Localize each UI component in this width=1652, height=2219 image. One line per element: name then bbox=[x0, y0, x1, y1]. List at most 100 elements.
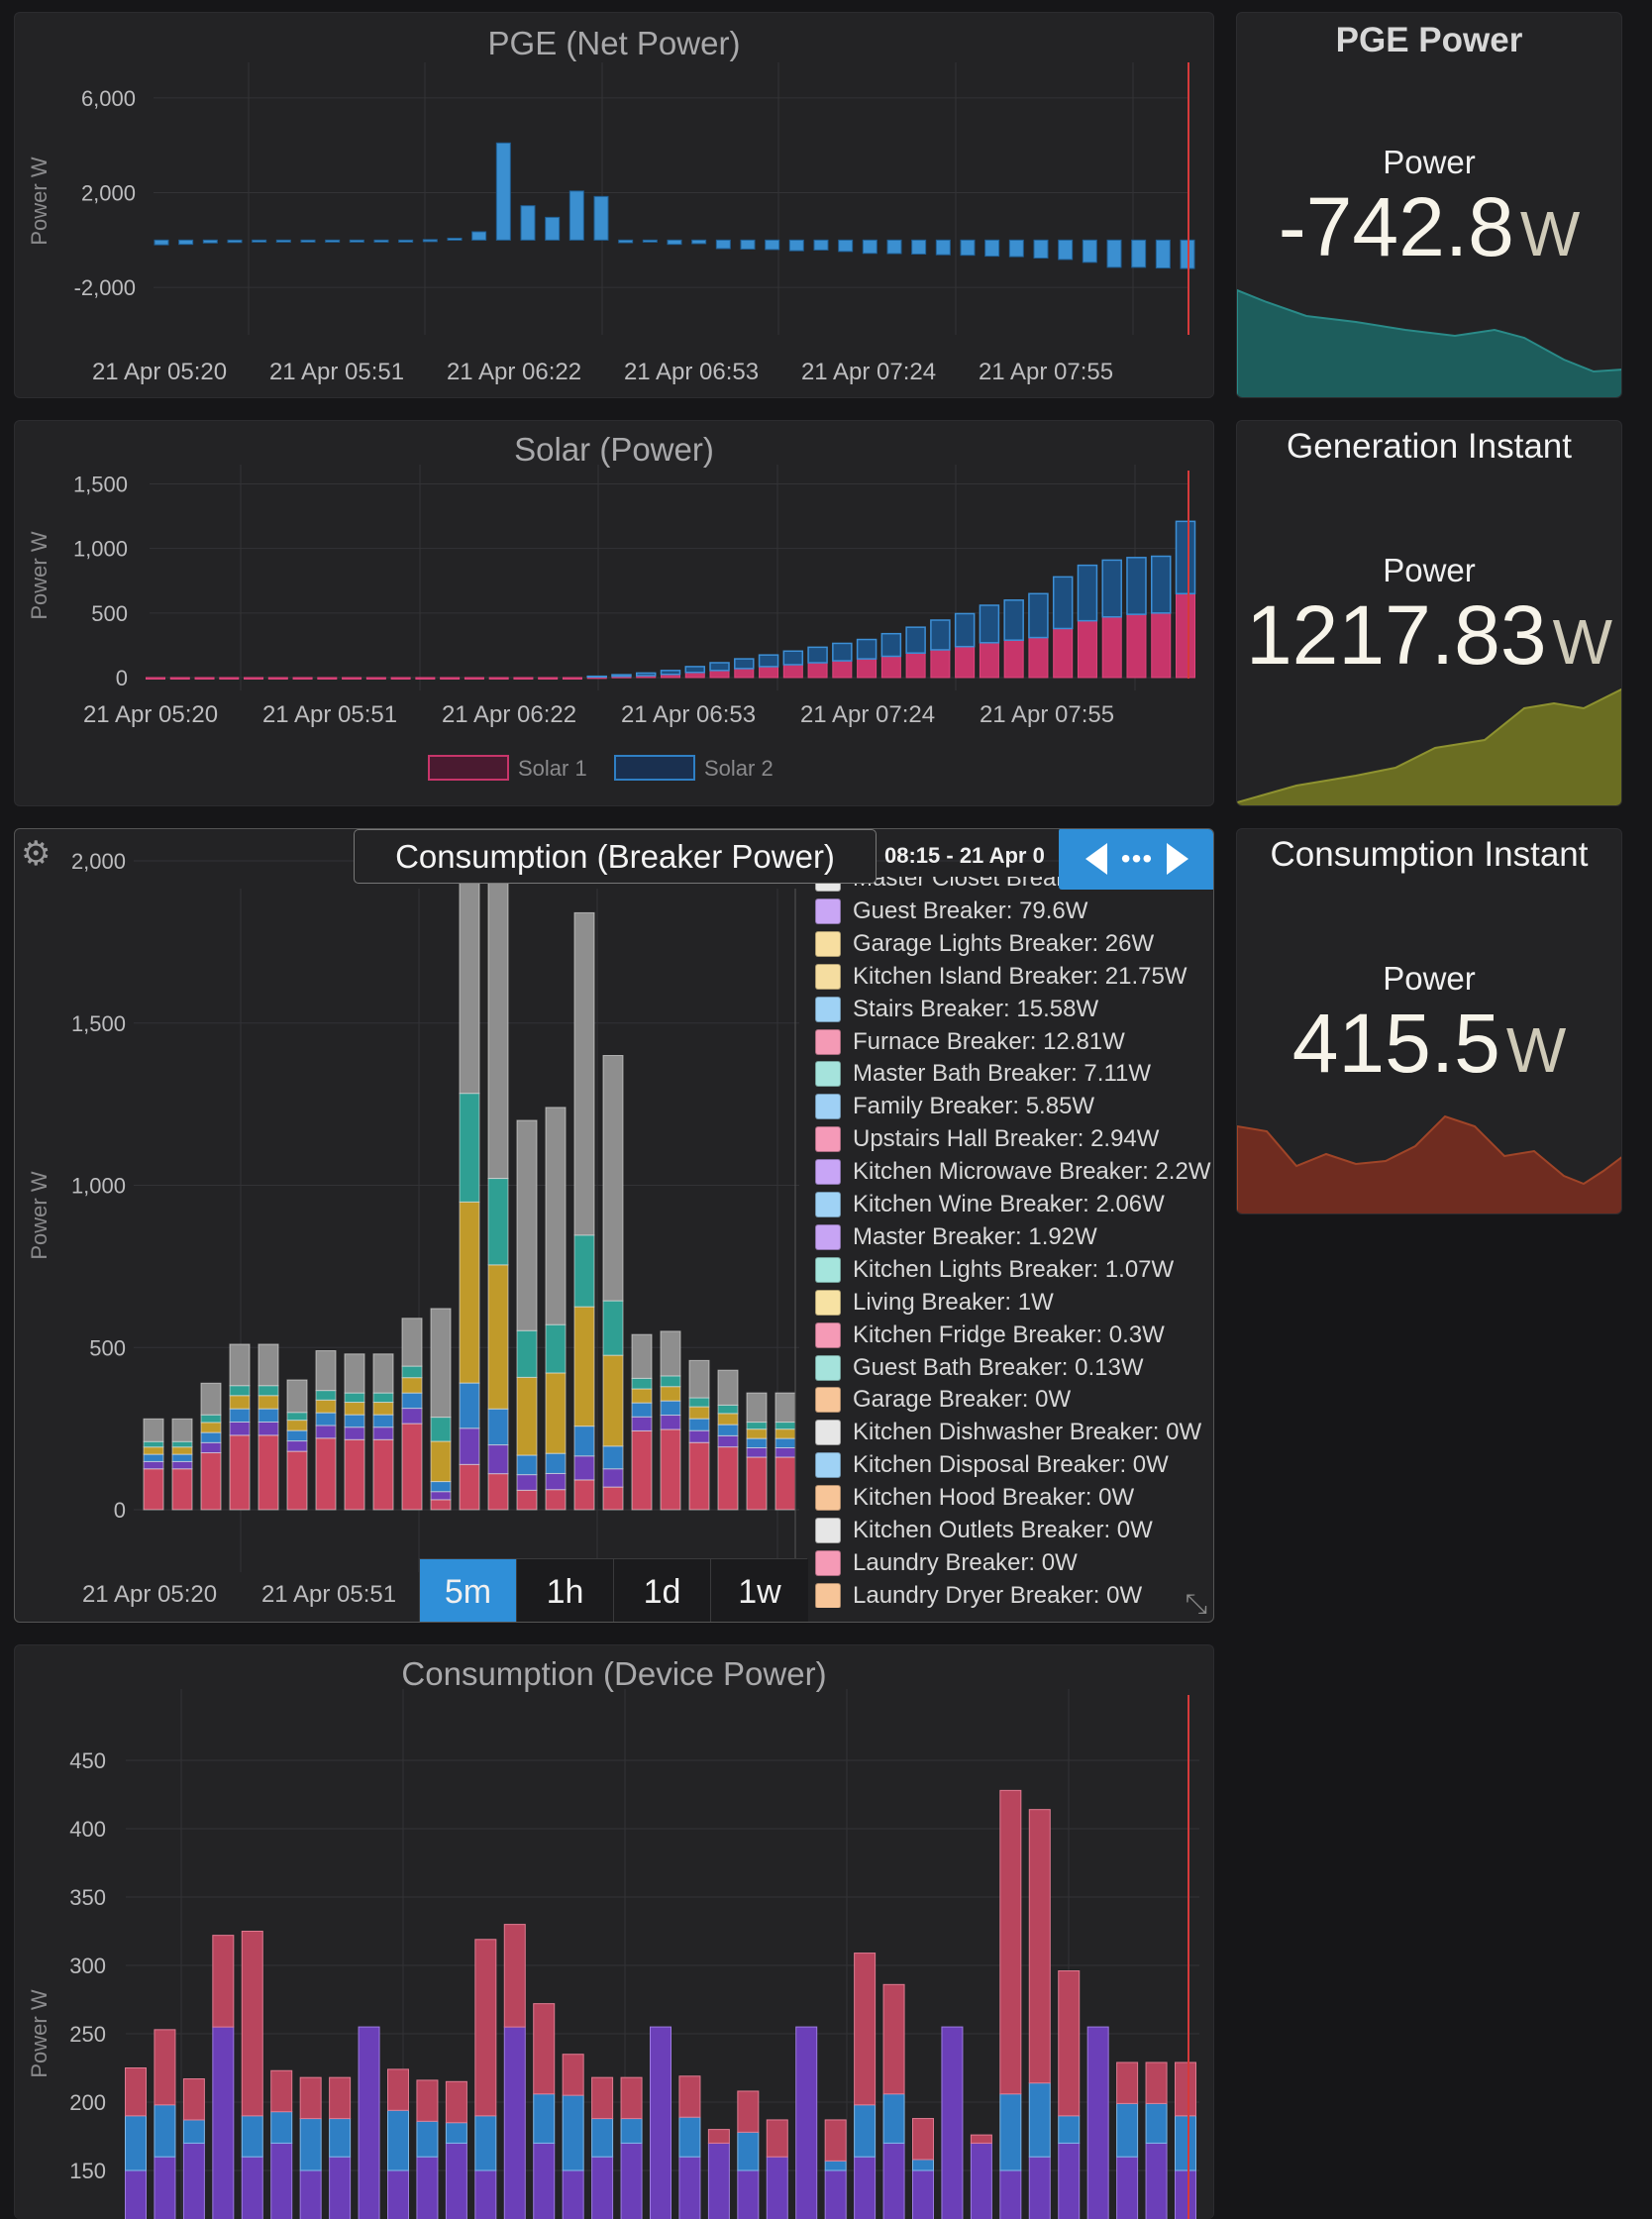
breaker-bar-segment bbox=[545, 1323, 567, 1374]
legend-item[interactable]: Kitchen Island Breaker: 21.75W bbox=[815, 961, 1187, 993]
breaker-bar-segment bbox=[258, 1434, 279, 1511]
legend-item[interactable]: Kitchen Hood Breaker: 0W bbox=[815, 1482, 1134, 1514]
breaker-bar-segment bbox=[660, 1400, 681, 1417]
device-bar-segment bbox=[795, 2026, 818, 2219]
device-bar-segment bbox=[1145, 2102, 1168, 2144]
pge-chart[interactable]: 6,000 2,000 -2,000 Power W 21 Apr 05:20 21 Ap… bbox=[15, 13, 1214, 398]
range-5m-button[interactable]: 5m bbox=[420, 1559, 517, 1622]
breaker-bar-segment bbox=[573, 1234, 595, 1308]
device-chart[interactable]: 450400350300250200150100Power W bbox=[15, 1645, 1214, 2219]
breaker-bar-segment bbox=[143, 1468, 164, 1511]
x-tick-label: 21 Apr 06:22 bbox=[442, 701, 576, 728]
legend-item[interactable]: Master Breaker: 1.92W bbox=[815, 1221, 1097, 1253]
legend-solar2-label: Solar 2 bbox=[704, 756, 774, 781]
legend-item[interactable]: Master Bath Breaker: 7.11W bbox=[815, 1058, 1151, 1090]
breaker-bar-segment bbox=[286, 1379, 308, 1414]
legend-item[interactable]: Kitchen Dishwasher Breaker: 0W bbox=[815, 1417, 1201, 1448]
resize-handle-icon[interactable]: ⤡ bbox=[1185, 1588, 1207, 1619]
pge-power-tile[interactable]: PGE Power Power -742.8W bbox=[1236, 12, 1622, 398]
pge-bar bbox=[447, 237, 463, 241]
solar-chart[interactable]: 1,500 1,000 500 0 Power W 21 Apr 05:20 21 Apr … bbox=[15, 421, 1214, 806]
legend-swatch bbox=[815, 1420, 841, 1446]
time-nav-control[interactable]: ••• bbox=[1059, 829, 1213, 890]
breaker-bar-segment bbox=[459, 1427, 480, 1465]
device-bar-segment bbox=[766, 2119, 788, 2158]
pge-bar bbox=[788, 239, 804, 252]
device-bar-segment bbox=[241, 1931, 263, 2117]
next-arrow-icon[interactable] bbox=[1167, 843, 1189, 875]
generation-instant-tile[interactable]: Generation Instant Power 1217.83W bbox=[1236, 420, 1622, 806]
range-selector[interactable]: 5m 1h 1d 1w bbox=[419, 1558, 808, 1622]
solar2-bar bbox=[586, 675, 607, 679]
solar1-bar bbox=[880, 655, 901, 679]
legend-swatch bbox=[815, 963, 841, 990]
device-bar-segment bbox=[387, 2068, 409, 2111]
range-1w-button[interactable]: 1w bbox=[711, 1559, 808, 1622]
prev-arrow-icon[interactable] bbox=[1084, 843, 1107, 875]
consumption-tile-label: Power bbox=[1383, 960, 1476, 997]
legend-swatch bbox=[815, 1354, 841, 1381]
sparkline-area bbox=[1237, 1114, 1621, 1214]
solar1-bar bbox=[342, 677, 362, 680]
legend-label: Kitchen Wine Breaker: 2.06W bbox=[853, 1191, 1165, 1217]
solar-chart-title: Solar (Power) bbox=[514, 431, 714, 468]
legend-item[interactable]: Living Breaker: 1W bbox=[815, 1287, 1054, 1319]
legend-label: Kitchen Fridge Breaker: 0.3W bbox=[853, 1321, 1165, 1348]
legend-item[interactable]: Guest Breaker: 79.6W bbox=[815, 896, 1087, 927]
legend-item[interactable]: Kitchen Microwave Breaker: 2.2W bbox=[815, 1156, 1210, 1188]
legend-item[interactable]: Stairs Breaker: 15.58W bbox=[815, 994, 1098, 1025]
breaker-bar-segment bbox=[602, 1055, 624, 1302]
legend-item[interactable]: Kitchen Outlets Breaker: 0W bbox=[815, 1515, 1153, 1546]
consumption-instant-tile[interactable]: Consumption Instant Power 415.5W bbox=[1236, 828, 1622, 1215]
pge-bar bbox=[593, 195, 609, 241]
legend-item[interactable]: Kitchen Disposal Breaker: 0W bbox=[815, 1449, 1169, 1481]
more-dots-icon[interactable]: ••• bbox=[1120, 843, 1154, 874]
breaker-bar-segment bbox=[171, 1446, 193, 1455]
breaker-bar-segment bbox=[459, 1201, 480, 1384]
breaker-chart-title: Consumption (Breaker Power) bbox=[395, 837, 835, 875]
legend-item[interactable]: Family Breaker: 5.85W bbox=[815, 1091, 1094, 1122]
breaker-bar-segment bbox=[660, 1428, 681, 1511]
legend-label: Guest Breaker: 79.6W bbox=[853, 897, 1088, 924]
device-bar-segment bbox=[854, 2156, 877, 2219]
legend-item[interactable]: Guest Bath Breaker: 0.13W bbox=[815, 1352, 1143, 1384]
breaker-bar-segment bbox=[430, 1481, 452, 1493]
device-bar-segment bbox=[912, 2159, 934, 2171]
gear-icon[interactable]: ⚙ bbox=[21, 835, 52, 873]
solar1-bar bbox=[1053, 627, 1074, 679]
legend-item[interactable]: Kitchen Wine Breaker: 2.06W bbox=[815, 1189, 1165, 1220]
range-1d-button[interactable]: 1d bbox=[614, 1559, 711, 1622]
solar1-bar bbox=[782, 664, 803, 679]
consumption-tile-title: Consumption Instant bbox=[1270, 835, 1589, 874]
breaker-legend[interactable]: Master Closet Breaker: 140.78W Guest Brea… bbox=[799, 877, 1213, 1608]
legend-label: Kitchen Dishwasher Breaker: 0W bbox=[853, 1419, 1202, 1446]
pge-bar bbox=[178, 239, 194, 246]
legend-item[interactable]: Garage Breaker: 0W bbox=[815, 1384, 1071, 1416]
legend-item[interactable]: Kitchen Lights Breaker: 1.07W bbox=[815, 1254, 1174, 1286]
breaker-bar-segment bbox=[602, 1354, 624, 1447]
breaker-bar-segment bbox=[372, 1426, 394, 1440]
legend-item[interactable]: Kitchen Fridge Breaker: 0.3W bbox=[815, 1320, 1165, 1351]
pge-bar bbox=[886, 239, 902, 255]
range-1h-button[interactable]: 1h bbox=[517, 1559, 614, 1622]
y-tick-label: 6,000 bbox=[81, 86, 136, 111]
breaker-bar-segment bbox=[717, 1424, 739, 1436]
legend-item[interactable]: Garage Lights Breaker: 26W bbox=[815, 928, 1154, 960]
pge-bar bbox=[691, 239, 707, 245]
solar2-bar bbox=[1126, 557, 1147, 615]
legend-item[interactable]: Laundry Dryer Breaker: 0W bbox=[815, 1580, 1142, 1608]
device-bar-segment bbox=[912, 2118, 934, 2161]
pge-bar bbox=[227, 239, 243, 244]
device-power-panel: Consumption (Device Power) 450 400 350 300 2… bbox=[14, 1644, 1214, 2219]
solar1-bar bbox=[709, 670, 730, 679]
breaker-bar-segment bbox=[487, 1178, 509, 1266]
solar2-bar bbox=[635, 672, 657, 677]
device-bar-segment bbox=[299, 2169, 322, 2219]
x-tick-label: 21 Apr 06:53 bbox=[624, 359, 759, 385]
pge-bar bbox=[935, 239, 951, 256]
legend-item[interactable]: Furnace Breaker: 12.81W bbox=[815, 1026, 1125, 1058]
legend-item[interactable]: Upstairs Hall Breaker: 2.94W bbox=[815, 1123, 1159, 1155]
legend-item[interactable]: Laundry Breaker: 0W bbox=[815, 1547, 1078, 1579]
legend-label: Guest Bath Breaker: 0.13W bbox=[853, 1353, 1144, 1381]
